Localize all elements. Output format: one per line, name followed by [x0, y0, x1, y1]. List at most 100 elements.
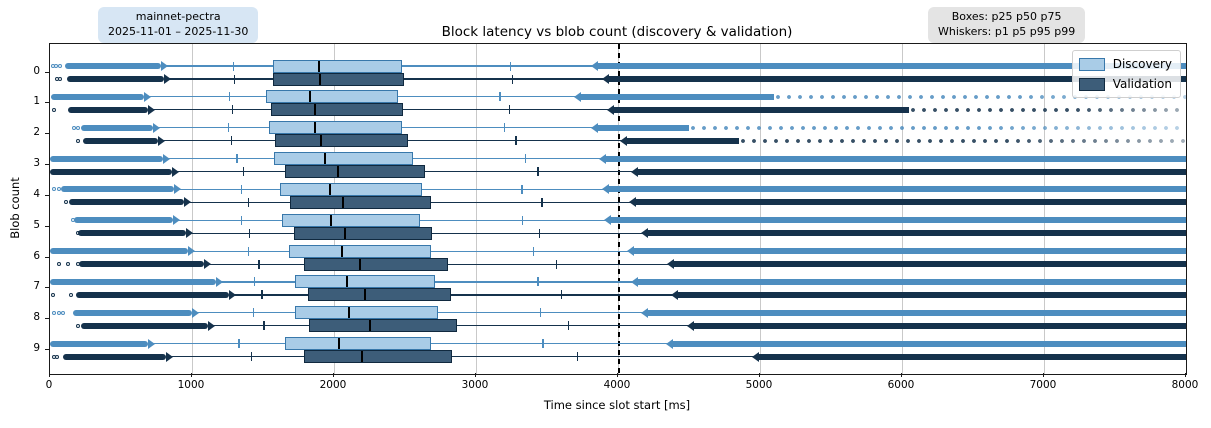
- discovery-5-flier-band-high-tip: [603, 215, 611, 226]
- legend: Discovery Validation: [1071, 50, 1181, 98]
- discovery-0-flier-band-high: [598, 63, 1186, 69]
- discovery-2-median-line: [314, 122, 316, 134]
- discovery-0-flier-band-low: [65, 63, 161, 69]
- discovery-3-box: [273, 152, 413, 166]
- y-tick-mark-1: [45, 102, 49, 104]
- discovery-swatch: [1078, 57, 1105, 71]
- discovery-2-flier-dots-tail: [689, 124, 1186, 131]
- y-tick-label-9: 9: [33, 342, 40, 355]
- validation-6-whisker-tick-p95: [555, 259, 558, 269]
- validation-7-outlier-dot: [69, 292, 74, 297]
- discovery-5-median-line: [330, 214, 332, 226]
- stats-definition-badge: Boxes: p25 p50 p75 Whiskers: p1 p5 p95 p…: [928, 7, 1086, 43]
- validation-0-outlier-dot: [58, 77, 63, 81]
- validation-1-flier-dots-tail: [909, 106, 1186, 113]
- discovery-6-whisker-tick-p5: [247, 246, 250, 256]
- validation-7-whisker-tick-p5: [261, 290, 263, 300]
- x-tick-label-0: 0: [45, 379, 53, 391]
- validation-5-flier-band-low-tip: [186, 228, 194, 239]
- y-tick-mark-5: [45, 225, 49, 227]
- discovery-4-flier-band-high-tip: [602, 184, 610, 195]
- discovery-6-whisker-tick-p95: [532, 246, 535, 256]
- x-tick-mark-6000: [900, 373, 902, 377]
- validation-0-flier-band-high-tip: [602, 74, 610, 84]
- x-tick-mark-8000: [1184, 373, 1186, 377]
- gridline-1000: [192, 44, 193, 374]
- validation-5-flier-band-low: [77, 230, 187, 237]
- discovery-1-flier-dots-tail: [774, 93, 1186, 100]
- dataset-date-range: 2025-11-01 – 2025-11-30: [108, 24, 249, 38]
- y-axis-label: Blob count: [8, 177, 22, 239]
- gridline-7000: [1044, 44, 1045, 374]
- validation-7-box: [308, 288, 451, 302]
- discovery-9-flier-band-low: [50, 340, 148, 347]
- x-tick-label-4000: 4000: [603, 379, 631, 391]
- validation-7-flier-band-low: [75, 291, 229, 298]
- validation-0-flier-band-high: [609, 76, 1186, 82]
- validation-4-flier-band-high-tip: [629, 197, 637, 208]
- validation-8-flier-band-high: [693, 322, 1186, 329]
- validation-7-whisker-tick-p95: [560, 290, 563, 300]
- validation-9-flier-band-low: [62, 353, 166, 360]
- discovery-2-box: [268, 121, 402, 135]
- discovery-0-outlier-dot: [50, 64, 55, 68]
- discovery-8-outlier-dot: [56, 310, 61, 315]
- discovery-7-whisker-tick-p95: [537, 277, 539, 287]
- y-tick-mark-7: [45, 287, 49, 289]
- discovery-4-outlier-dot: [56, 187, 61, 192]
- x-tick-mark-1000: [190, 373, 192, 377]
- validation-2-flier-band-low: [82, 137, 158, 144]
- validation-1-flier-band-low: [68, 106, 148, 113]
- discovery-4-flier-band-low-tip: [174, 184, 182, 195]
- discovery-3-whisker-tick-p95: [524, 154, 527, 164]
- validation-3-box: [285, 165, 426, 179]
- discovery-8-flier-band-low-tip: [192, 307, 199, 318]
- validation-5-box: [294, 226, 432, 240]
- validation-3-whisker-tick-p95: [537, 167, 539, 177]
- validation-6-flier-band-low: [79, 261, 205, 268]
- validation-9-outlier-dot: [55, 354, 60, 359]
- discovery-2-flier-band-low-tip: [152, 122, 160, 133]
- discovery-0-median-line: [318, 60, 320, 72]
- validation-6-whisker-tick-p5: [258, 259, 260, 269]
- y-tick-label-7: 7: [33, 280, 40, 293]
- discovery-2-whisker-tick-p95: [503, 123, 506, 133]
- discovery-8-flier-band-high: [647, 309, 1186, 316]
- discovery-1-box: [265, 90, 398, 104]
- y-tick-mark-9: [45, 349, 49, 351]
- validation-0-flier-band-low-tip: [163, 74, 171, 84]
- validation-1-outlier-dot: [52, 107, 57, 112]
- validation-6-outlier-dot: [56, 262, 61, 267]
- validation-9-whisker-tick-p5: [250, 352, 253, 362]
- discovery-4-median-line: [329, 183, 331, 195]
- discovery-8-whisker-tick-p5: [252, 308, 255, 318]
- chart-title: Block latency vs blob count (discovery &…: [441, 24, 793, 40]
- x-tick-label-6000: 6000: [887, 379, 915, 391]
- validation-1-flier-band-low-tip: [147, 104, 155, 115]
- validation-5-flier-band-high-tip: [640, 228, 648, 239]
- validation-2-median-line: [320, 135, 322, 147]
- discovery-5-whisker-tick-p5: [240, 215, 243, 225]
- validation-8-flier-band-low-tip: [207, 320, 215, 331]
- legend-item-discovery: Discovery: [1078, 54, 1172, 74]
- validation-8-outlier-dot: [75, 323, 80, 328]
- gridline-3000: [476, 44, 477, 374]
- dataset-badge: mainnet-pectra 2025-11-01 – 2025-11-30: [98, 7, 259, 43]
- x-tick-label-2000: 2000: [319, 379, 347, 391]
- discovery-7-flier-band-low: [50, 278, 217, 285]
- validation-7-median-line: [364, 289, 366, 301]
- y-tick-label-6: 6: [33, 249, 40, 262]
- validation-0-flier-band-low: [67, 76, 164, 82]
- discovery-3-flier-band-low-tip: [162, 153, 170, 164]
- discovery-6-flier-band-high-tip: [627, 246, 635, 257]
- discovery-2-flier-band-low: [80, 124, 153, 131]
- y-tick-label-8: 8: [33, 311, 40, 324]
- discovery-2-outlier-dot: [71, 125, 76, 130]
- validation-7-whisker-line: [228, 294, 678, 296]
- discovery-1-whisker-tick-p95: [499, 92, 501, 102]
- validation-4-flier-band-low-tip: [184, 197, 192, 208]
- discovery-5-flier-band-low-tip: [172, 215, 180, 226]
- validation-7-flier-band-high: [677, 291, 1186, 298]
- discovery-6-flier-band-low-tip: [187, 246, 195, 257]
- x-tick-mark-4000: [616, 373, 618, 377]
